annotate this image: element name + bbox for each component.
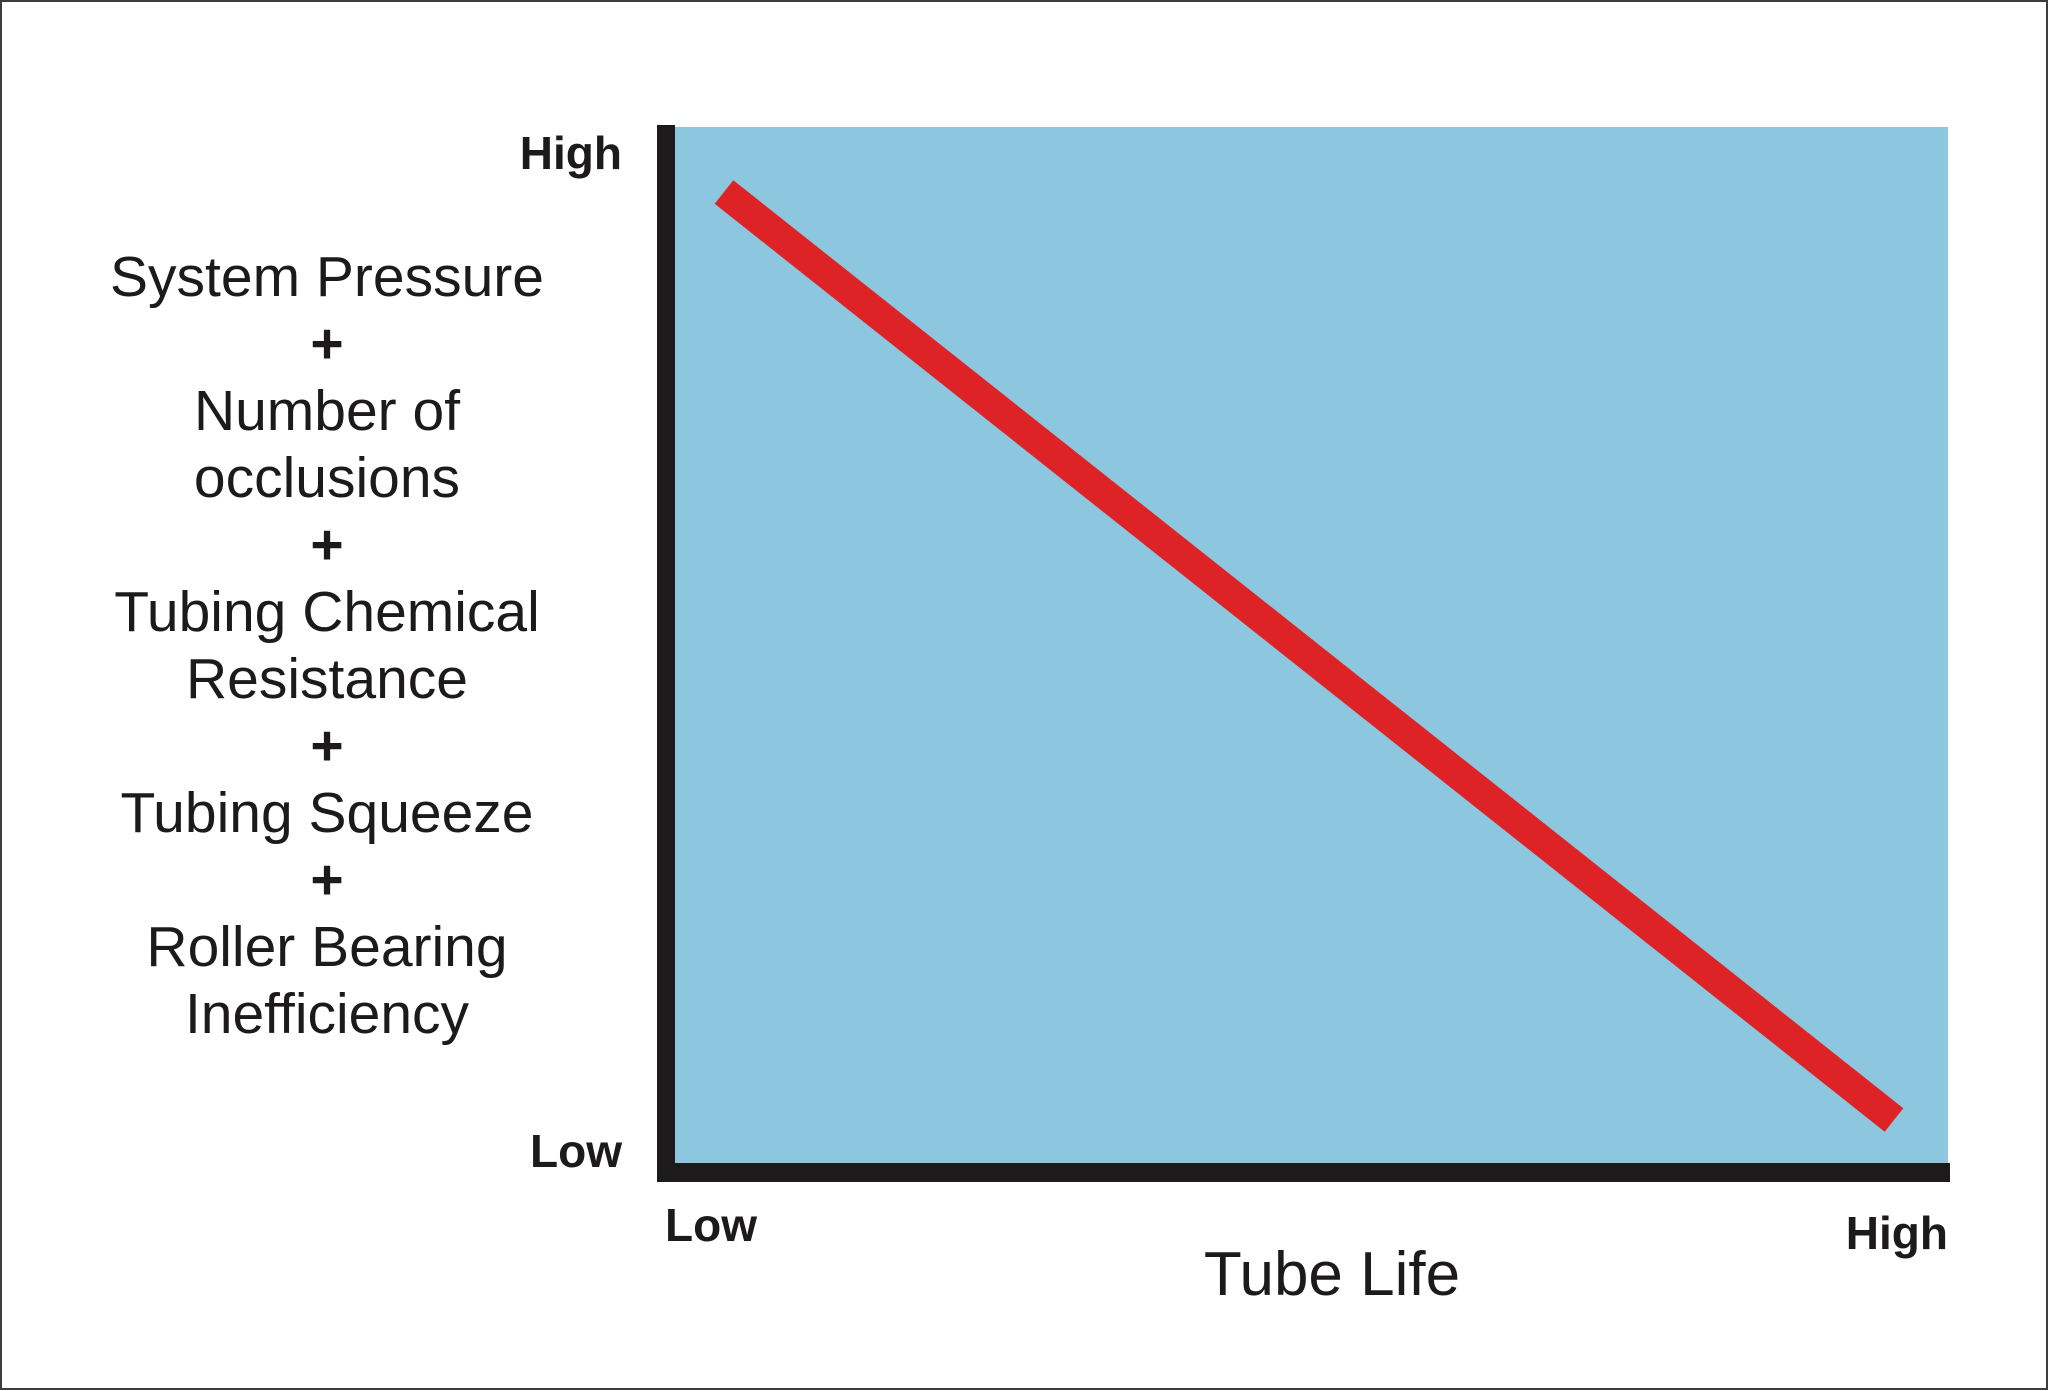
y-axis-factor-list: System Pressure + Number of occlusions +… [27, 244, 627, 1048]
factor-line: Number of [193, 379, 461, 443]
x-axis-low-label: Low [665, 1199, 757, 1251]
factor-line: Tubing Squeeze [120, 781, 534, 845]
x-axis-title: Tube Life [1203, 1240, 1461, 1309]
x-axis-line [657, 1163, 1950, 1182]
trend-line [714, 180, 1904, 1132]
y-axis-line [657, 125, 675, 1182]
y-axis-low-label: Low [530, 1125, 622, 1177]
factor-line: occlusions [193, 446, 461, 510]
factor-line: Roller Bearing [146, 915, 508, 979]
plus-separator: + [310, 714, 344, 778]
plus-separator: + [310, 513, 344, 577]
plus-separator: + [310, 848, 344, 912]
y-axis-high-label: High [519, 127, 622, 179]
factor-line: System Pressure [110, 245, 544, 309]
plot-area [674, 127, 1948, 1167]
factor-line: Inefficiency [184, 982, 470, 1046]
plus-separator: + [310, 312, 344, 376]
x-axis-high-label: High [1845, 1207, 1948, 1259]
trend-line-svg [714, 180, 1904, 1132]
factor-line: Tubing Chemical [114, 580, 540, 644]
factor-line: Resistance [186, 647, 468, 711]
